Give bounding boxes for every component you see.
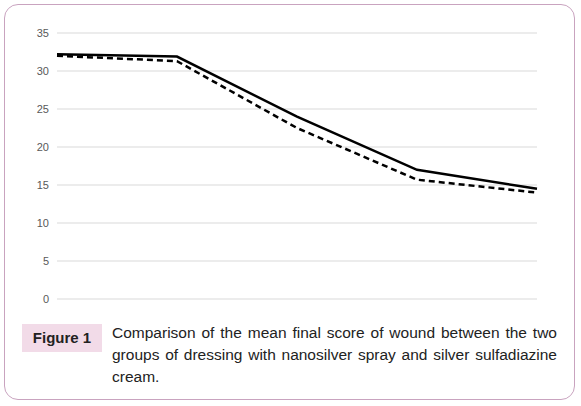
svg-text:30: 30 (37, 65, 49, 77)
svg-text:35: 35 (37, 27, 49, 39)
svg-text:10: 10 (37, 217, 49, 229)
svg-text:0: 0 (43, 293, 49, 305)
svg-text:15: 15 (37, 179, 49, 191)
svg-text:20: 20 (37, 141, 49, 153)
svg-text:5: 5 (43, 255, 49, 267)
svg-text:25: 25 (37, 103, 49, 115)
html-text:Comparison of the mean final s: Comparison of the mean final score of wo… (112, 324, 557, 385)
html-text:Figure 1: Figure 1 (32, 329, 92, 346)
